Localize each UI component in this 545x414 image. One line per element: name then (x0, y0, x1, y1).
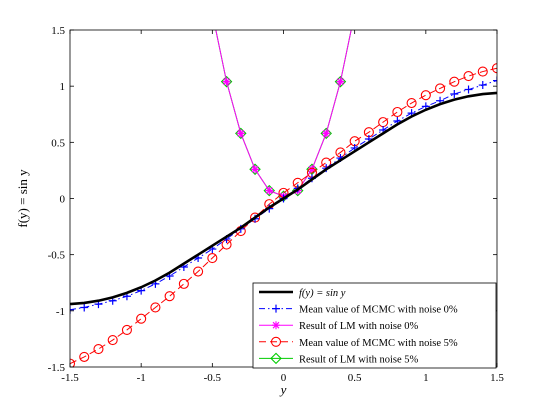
data-point (478, 81, 487, 90)
data-point (464, 85, 473, 94)
x-tick-label: -1.5 (61, 372, 79, 384)
data-point (79, 351, 90, 362)
legend-label: f(y) = sin y (299, 288, 346, 299)
data-point (463, 71, 474, 82)
y-tick-label: 0.5 (51, 137, 65, 149)
legend-label: Result of LM with noise 5% (299, 354, 419, 365)
series-line (70, 91, 497, 306)
data-point (251, 165, 260, 174)
legend-swatch-marker (272, 304, 280, 313)
legend-swatch-marker (270, 336, 282, 347)
legend-item: Result of LM with noise 5% (259, 352, 419, 365)
data-point (164, 291, 175, 302)
data-point (420, 90, 431, 101)
x-axis-label: y (279, 382, 287, 397)
data-point (207, 8, 217, 18)
x-tick-label: -1 (137, 372, 146, 384)
y-tick-label: -1.5 (48, 362, 66, 374)
data-point (493, 76, 497, 85)
data-point (80, 303, 89, 312)
data-point (107, 334, 118, 346)
data-point (249, 163, 261, 176)
series-3 (70, 63, 497, 367)
legend-box (252, 282, 497, 369)
data-point (477, 66, 488, 77)
x-tick-label: 0 (281, 372, 287, 384)
legend-item: Result of LM with noise 0% (259, 321, 419, 332)
legend-item: Mean value of MCMC with noise 0% (259, 304, 458, 316)
data-point-overlay (351, 9, 359, 17)
data-point (307, 165, 316, 174)
data-point (208, 9, 216, 17)
y-tick-label: 1.5 (51, 25, 65, 37)
data-point (351, 9, 359, 17)
legend-swatch-marker (272, 321, 280, 330)
data-point (265, 186, 274, 195)
legend-label: Mean value of MCMC with noise 0% (299, 305, 458, 316)
data-point (70, 305, 74, 314)
data-point (235, 127, 247, 140)
data-point (220, 75, 233, 88)
legend-label: Mean value of MCMC with noise 5% (299, 338, 458, 349)
series-0 (70, 91, 497, 306)
y-tick-label: 0 (60, 194, 66, 206)
data-point (150, 302, 161, 313)
data-point (320, 127, 332, 140)
data-point (450, 90, 459, 99)
data-point (336, 77, 345, 86)
y-axis-label: f(y) = sin y (15, 169, 30, 228)
data-point (406, 97, 417, 109)
data-point (263, 184, 276, 197)
x-tick-label: 1.5 (490, 372, 504, 384)
data-point (193, 266, 204, 277)
x-tick-label: -0.5 (204, 372, 222, 384)
data-point (236, 129, 245, 138)
x-tick-label: 1 (423, 372, 429, 384)
y-tick-label: 1 (60, 81, 66, 93)
data-point (491, 63, 497, 74)
y-tick-label: -0.5 (48, 250, 66, 262)
legend-swatch-marker (270, 352, 282, 365)
data-point (322, 129, 331, 138)
data-point (435, 83, 446, 94)
data-point (207, 252, 218, 264)
data-point (334, 75, 347, 88)
data-point (222, 77, 231, 86)
legend-label: Result of LM with noise 0% (299, 321, 419, 332)
data-point (350, 8, 360, 18)
legend-item: Mean value of MCMC with noise 5% (259, 336, 458, 349)
data-point (449, 76, 460, 87)
data-point-overlay (208, 9, 216, 17)
data-point (93, 343, 104, 355)
data-point (70, 358, 76, 367)
data-point (121, 324, 132, 335)
y-tick-label: -1 (56, 306, 65, 318)
data-point (392, 106, 403, 118)
x-tick-label: 0.5 (348, 372, 362, 384)
data-point (178, 278, 189, 289)
legend-item: f(y) = sin y (259, 288, 346, 299)
data-point (136, 313, 147, 324)
